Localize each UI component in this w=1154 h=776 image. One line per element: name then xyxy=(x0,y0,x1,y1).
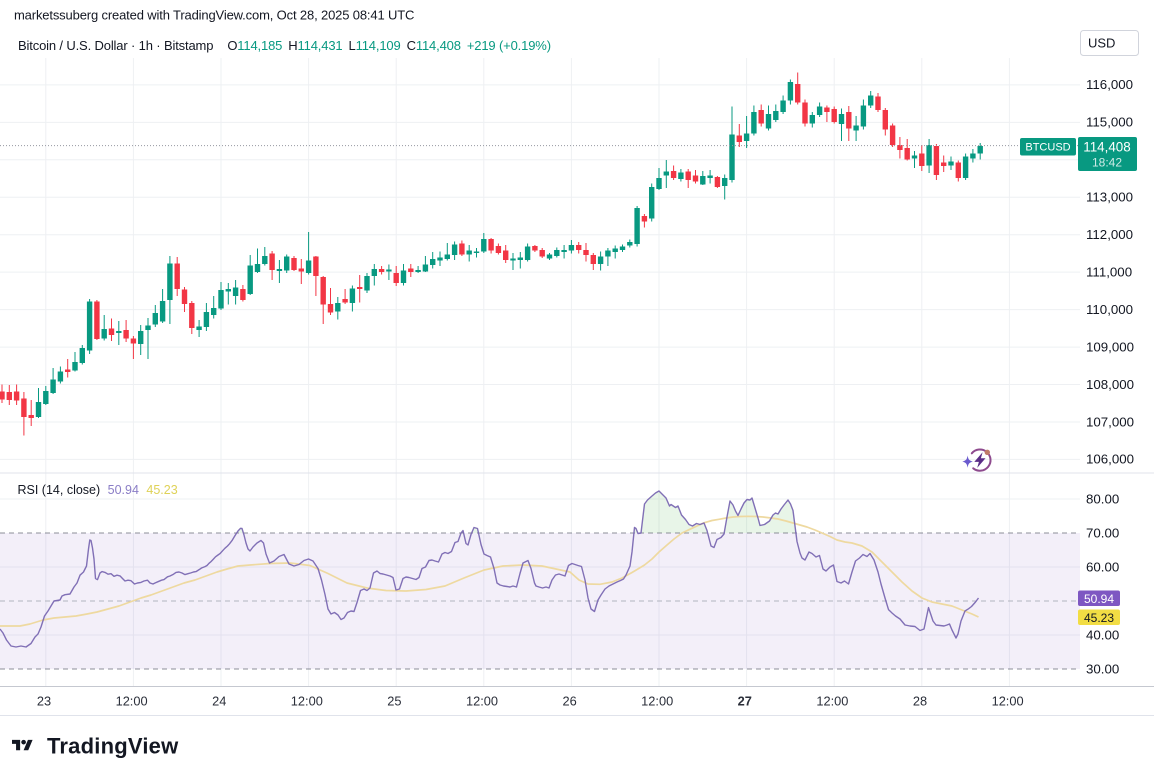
svg-text:110,000: 110,000 xyxy=(1086,302,1133,317)
svg-text:30.00: 30.00 xyxy=(1086,661,1119,676)
svg-text:TradingView: TradingView xyxy=(47,734,179,759)
svg-text:12:00: 12:00 xyxy=(641,694,673,709)
svg-text:12:00: 12:00 xyxy=(291,694,323,709)
svg-text:24: 24 xyxy=(212,694,226,709)
svg-text:114,408: 114,408 xyxy=(1083,140,1130,155)
svg-text:28: 28 xyxy=(913,694,927,709)
svg-text:109,000: 109,000 xyxy=(1086,339,1134,354)
svg-text:40.00: 40.00 xyxy=(1086,627,1119,642)
svg-text:18:42: 18:42 xyxy=(1092,156,1122,170)
svg-text:116,000: 116,000 xyxy=(1086,77,1133,92)
svg-text:RSI (14, close) 50.94 45.23: RSI (14, close) 50.94 45.23 xyxy=(18,483,178,497)
svg-text:marketssuberg created with Tra: marketssuberg created with TradingView.c… xyxy=(14,8,414,23)
svg-text:115,000: 115,000 xyxy=(1086,115,1133,130)
svg-text:12:00: 12:00 xyxy=(116,694,148,709)
svg-text:45.23: 45.23 xyxy=(1084,611,1114,625)
svg-text:26: 26 xyxy=(562,694,576,709)
svg-text:12:00: 12:00 xyxy=(992,694,1024,709)
svg-text:50.94: 50.94 xyxy=(1084,592,1114,606)
svg-text:111,000: 111,000 xyxy=(1086,265,1132,280)
svg-text:60.00: 60.00 xyxy=(1086,559,1119,574)
svg-text:25: 25 xyxy=(387,694,401,709)
svg-text:USD: USD xyxy=(1088,36,1115,51)
svg-text:12:00: 12:00 xyxy=(466,694,498,709)
svg-text:106,000: 106,000 xyxy=(1086,452,1134,467)
svg-text:112,000: 112,000 xyxy=(1086,227,1133,242)
svg-text:108,000: 108,000 xyxy=(1086,377,1134,392)
svg-text:80.00: 80.00 xyxy=(1086,491,1119,506)
svg-text:70.00: 70.00 xyxy=(1086,525,1119,540)
svg-text:107,000: 107,000 xyxy=(1086,414,1134,429)
svg-text:BTCUSD: BTCUSD xyxy=(1025,142,1070,154)
svg-text:23: 23 xyxy=(37,694,51,709)
svg-text:113,000: 113,000 xyxy=(1086,190,1133,205)
svg-text:12:00: 12:00 xyxy=(816,694,848,709)
svg-text:27: 27 xyxy=(738,694,752,709)
